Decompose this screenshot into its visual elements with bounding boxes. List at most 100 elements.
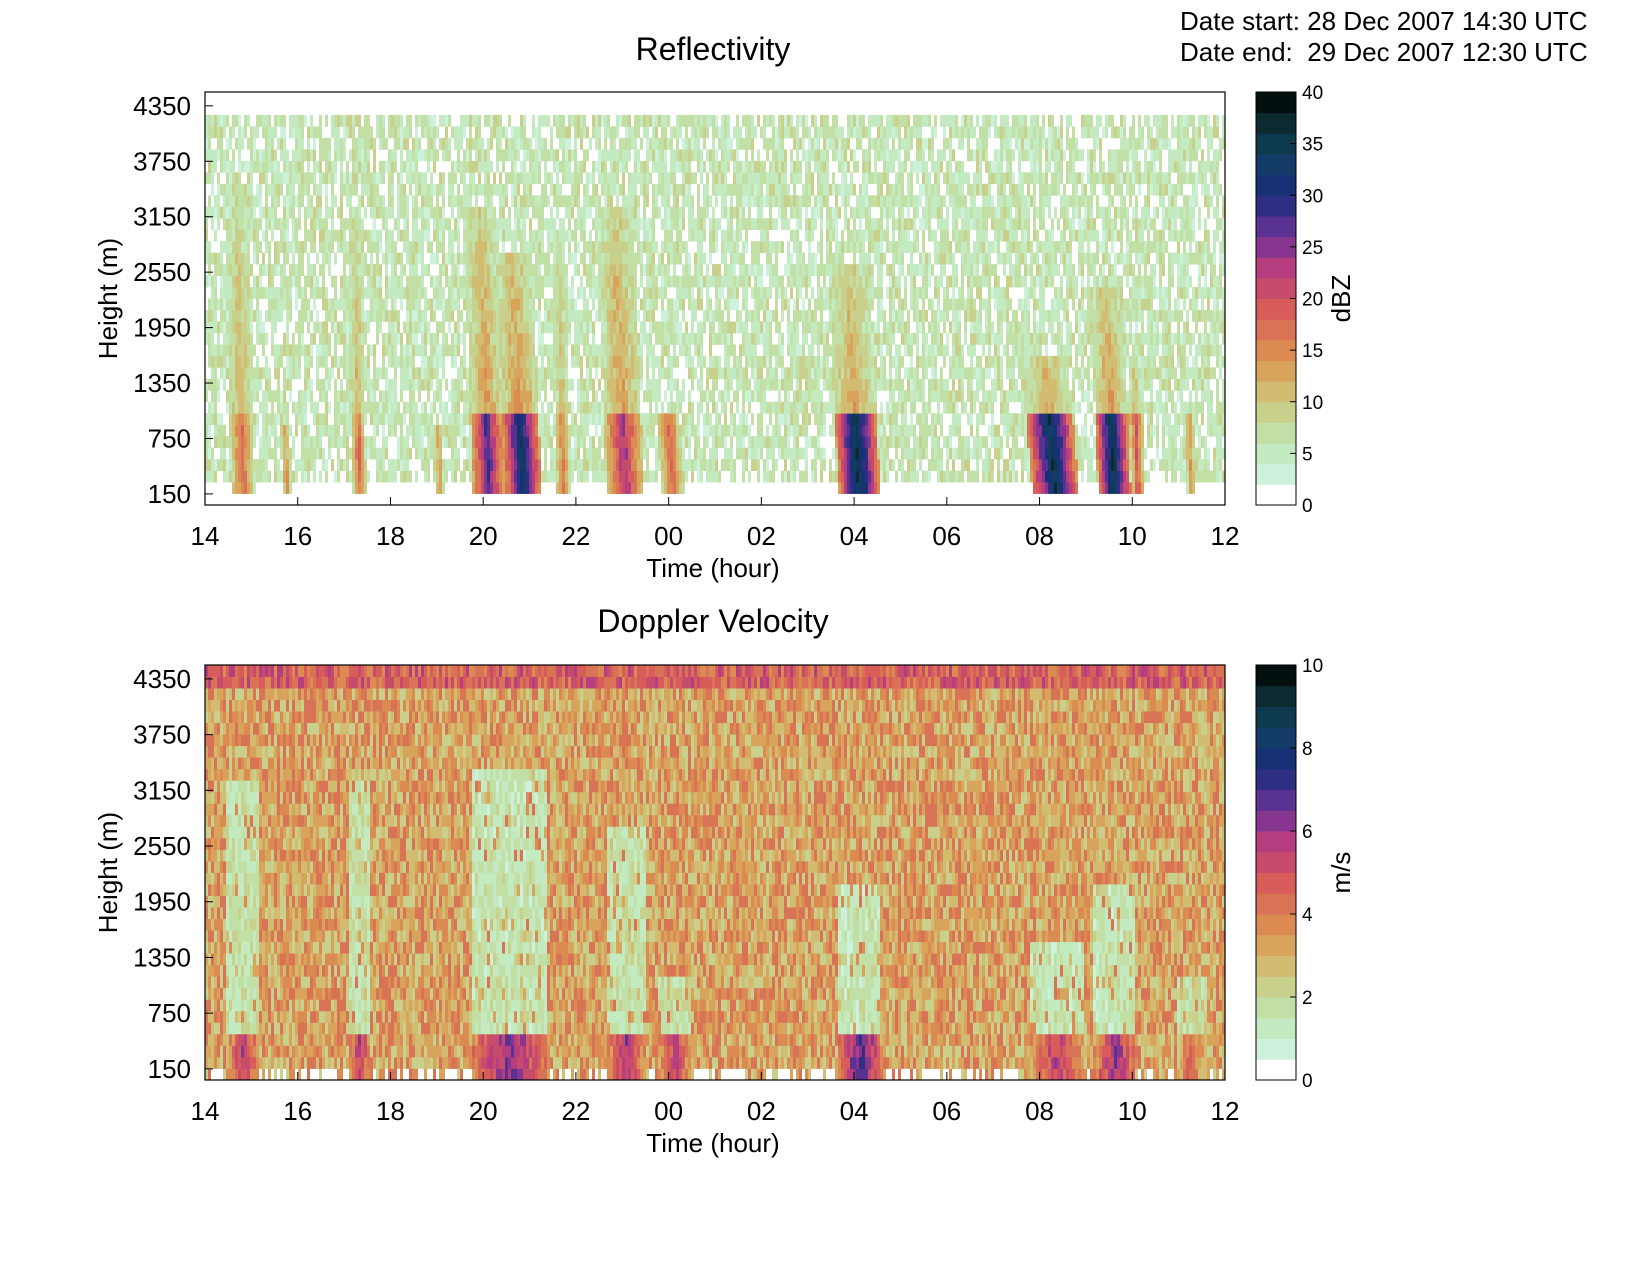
colorbar-bin	[1256, 810, 1296, 831]
colorbar-bin	[1256, 257, 1296, 278]
colorbar-bin	[1256, 175, 1296, 196]
colorbar-tick-label: 2	[1302, 988, 1313, 1009]
colorbar-bin	[1256, 195, 1296, 216]
y-tick-label: 3150	[133, 202, 191, 232]
colorbar-bin	[1256, 402, 1296, 423]
colorbar-bin	[1256, 154, 1296, 175]
colorbar-tick-label: 20	[1302, 290, 1323, 311]
colorbar-bin	[1256, 381, 1296, 402]
colorbar-bin	[1256, 976, 1296, 997]
x-tick-label: 18	[376, 1096, 405, 1126]
y-tick-label: 150	[148, 1054, 191, 1084]
x-tick-label: 22	[561, 521, 590, 551]
colorbar-tick-label: 0	[1302, 1071, 1313, 1092]
x-tick-label: 06	[932, 521, 961, 551]
colorbar-bin	[1256, 484, 1296, 505]
y-tick-label: 2550	[133, 831, 191, 861]
x-tick-label: 04	[840, 1096, 869, 1126]
reflectivity-panel: Reflectivity 14 16 18 20 22 00 02 04 06 08 10 12 Time…	[93, 31, 1356, 583]
colorbar-bin	[1256, 914, 1296, 935]
x-axis-label: Time (hour)	[646, 1128, 779, 1158]
x-tick-label: 00	[654, 521, 683, 551]
colorbar-bin	[1256, 319, 1296, 340]
colorbar-bin	[1256, 893, 1296, 914]
colorbar-bin	[1256, 935, 1296, 956]
y-tick-label: 4350	[133, 664, 191, 694]
y-axis-label: Height (m)	[93, 812, 123, 933]
colorbar-tick-label: 5	[1302, 444, 1313, 465]
colorbar-bin	[1256, 216, 1296, 237]
colorbar-bin	[1256, 299, 1296, 320]
chart-title: Reflectivity	[636, 31, 791, 67]
colorbar-bin	[1256, 707, 1296, 728]
y-tick-label: 2550	[133, 257, 191, 287]
x-tick-label: 14	[191, 521, 220, 551]
x-tick-label: 10	[1118, 1096, 1147, 1126]
x-tick-label: 02	[747, 1096, 776, 1126]
x-tick-label: 00	[654, 1096, 683, 1126]
colorbar-bin	[1256, 997, 1296, 1018]
colorbar-tick-label: 35	[1302, 135, 1323, 156]
x-axis-label: Time (hour)	[646, 553, 779, 583]
y-axis-label: Height (m)	[93, 238, 123, 359]
y-tick-label: 1350	[133, 942, 191, 972]
x-tick-label: 02	[747, 521, 776, 551]
x-tick-label: 22	[561, 1096, 590, 1126]
y-tick-label: 4350	[133, 91, 191, 121]
x-tick-label: 08	[1025, 521, 1054, 551]
colorbar-tick-label: 0	[1302, 496, 1313, 517]
colorbar-bin	[1256, 422, 1296, 443]
colorbar-bin	[1256, 727, 1296, 748]
colorbar-tick-label: 30	[1302, 186, 1323, 207]
x-tick-label: 12	[1211, 1096, 1240, 1126]
x-tick-label: 16	[283, 521, 312, 551]
y-tick-label: 3750	[133, 720, 191, 750]
x-tick-label: 14	[191, 1096, 220, 1126]
y-tick-label: 1950	[133, 313, 191, 343]
colorbar-bin	[1256, 278, 1296, 299]
colorbar-bin	[1256, 1059, 1296, 1080]
colorbar-bin	[1256, 748, 1296, 769]
colorbar-bin	[1256, 873, 1296, 894]
y-tick-label: 1950	[133, 887, 191, 917]
colorbar-bin	[1256, 464, 1296, 485]
x-tick-label: 18	[376, 521, 405, 551]
colorbar-tick-label: 25	[1302, 238, 1323, 259]
chart-title: Doppler Velocity	[597, 603, 828, 639]
colorbar: 0 5 10 15 20 25 30 35 40 dBZ	[1256, 83, 1356, 517]
colorbar-tick-label: 8	[1302, 739, 1313, 760]
colorbar-tick-label: 6	[1302, 822, 1313, 843]
colorbar-bin	[1256, 92, 1296, 113]
colorbar-tick-label: 4	[1302, 905, 1313, 926]
colorbar-tick-label: 10	[1302, 393, 1323, 414]
colorbar-label: dBZ	[1326, 275, 1356, 323]
colorbar-tick-label: 40	[1302, 83, 1323, 104]
colorbar-tick-label: 15	[1302, 341, 1323, 362]
y-tick-label: 750	[148, 423, 191, 453]
heatmap-cells	[205, 115, 1225, 494]
colorbar-bin	[1256, 1018, 1296, 1039]
y-tick-label: 1350	[133, 368, 191, 398]
radar-figure: Reflectivity14 16 18 20 22 00 02 04 06 08 10 12Time…	[0, 0, 1650, 1275]
colorbar-bin	[1256, 790, 1296, 811]
x-tick-label: 20	[469, 1096, 498, 1126]
y-tick-label: 3750	[133, 146, 191, 176]
colorbar-tick-label: 10	[1302, 656, 1323, 677]
colorbar-bin	[1256, 665, 1296, 686]
colorbar-bin	[1256, 1039, 1296, 1060]
heatmap-cells	[205, 665, 1225, 1080]
x-tick-label: 12	[1211, 521, 1240, 551]
colorbar-bin	[1256, 360, 1296, 381]
x-tick-label: 06	[932, 1096, 961, 1126]
x-tick-label: 04	[840, 521, 869, 551]
x-tick-label: 08	[1025, 1096, 1054, 1126]
y-tick-label: 750	[148, 998, 191, 1028]
colorbar-bin	[1256, 956, 1296, 977]
x-tick-label: 20	[469, 521, 498, 551]
x-tick-label: 10	[1118, 521, 1147, 551]
colorbar-bin	[1256, 113, 1296, 134]
colorbar-bin	[1256, 769, 1296, 790]
colorbar-bin	[1256, 686, 1296, 707]
